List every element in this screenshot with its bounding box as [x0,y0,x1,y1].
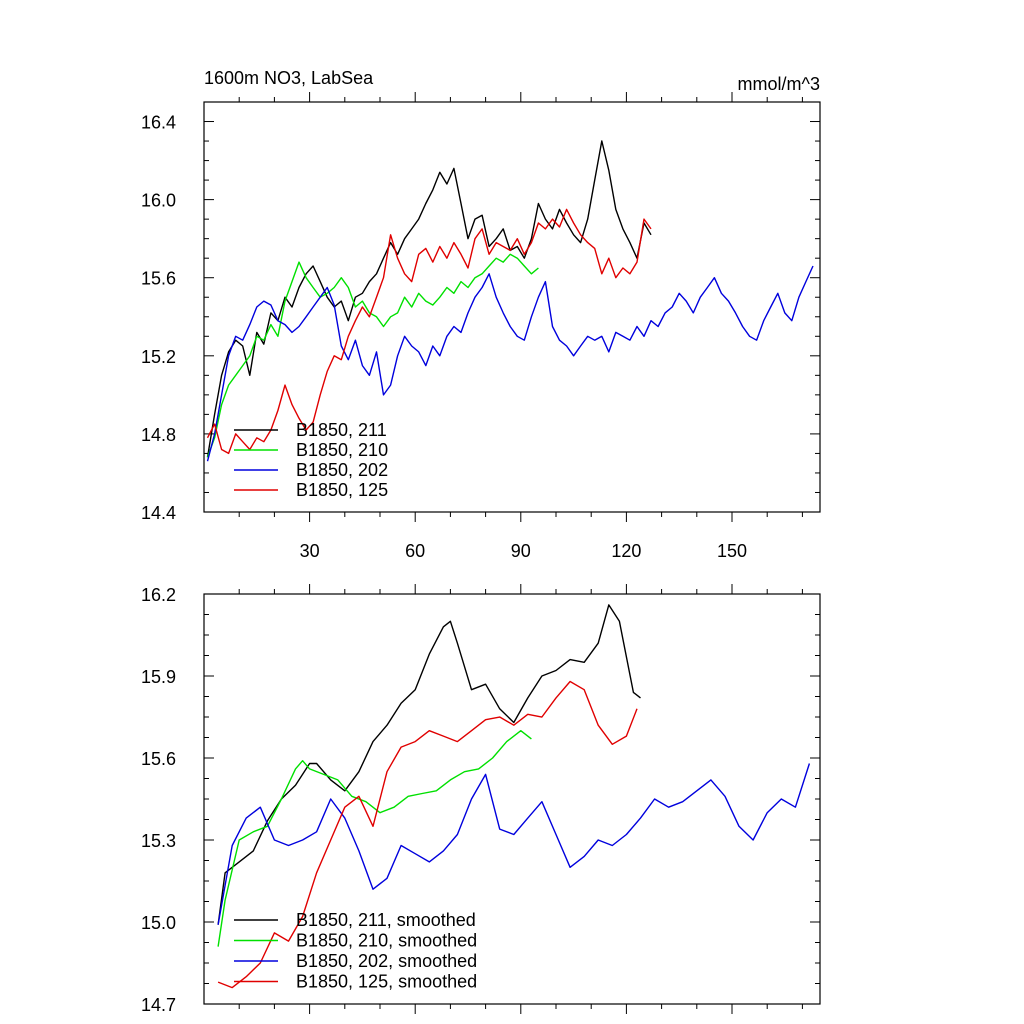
bottom-panel: 14.7 15.0 15.3 15.6 15.9 16.2 B1850, 211, smoo… [141,584,821,1015]
legend-label: B1850, 202, smoothed [296,951,477,971]
series-line-b1850-211-smoothed [217,604,641,925]
legend-label: B1850, 211, smoothed [296,910,476,930]
y-tick-label: 16.4 [141,113,176,133]
x-tick-label: 30 [300,541,320,561]
legend-label: B1850, 125 [296,480,388,500]
series-line-b1850-125-smoothed [217,680,638,989]
chart-title: 1600m NO3, LabSea [204,68,374,88]
chart-units: mmol/m^3 [738,74,820,94]
plot-frame [203,101,821,513]
legend-label: B1850, 211 [296,420,387,440]
legend-label: B1850, 210 [296,440,388,460]
top-panel: 1600m NO3, LabSea mmol/m^3 14.4 14.8 15.2 15.… [141,68,821,561]
series-line-b1850-210-smoothed [217,730,532,947]
y-tick-label: 15.6 [141,269,176,289]
legend-label: B1850, 202 [296,460,388,480]
legend-label: B1850, 210, smoothed [296,931,477,951]
legend-label: B1850, 125, smoothed [296,972,477,992]
y-tick-label: 15.0 [141,913,176,933]
y-tick-label: 14.8 [141,425,176,445]
y-tick-label: 16.0 [141,191,176,211]
series-line-b1850-125 [206,208,652,455]
x-tick-label: 60 [405,541,425,561]
series-line-b1850-202-smoothed [217,763,811,925]
y-tick-label: 15.3 [141,831,176,851]
series-line-b1850-210 [206,253,539,458]
series-line-b1850-202 [206,265,814,462]
x-tick-label: 90 [511,541,531,561]
x-tick-label: 120 [611,541,641,561]
y-tick-label: 14.4 [141,503,176,523]
series-line-b1850-211 [206,140,652,458]
y-tick-label: 15.9 [141,667,176,687]
y-tick-label: 16.2 [141,585,176,605]
y-tick-label: 14.7 [141,995,176,1015]
y-tick-label: 15.2 [141,347,176,367]
x-tick-label: 150 [717,541,747,561]
y-tick-label: 15.6 [141,749,176,769]
